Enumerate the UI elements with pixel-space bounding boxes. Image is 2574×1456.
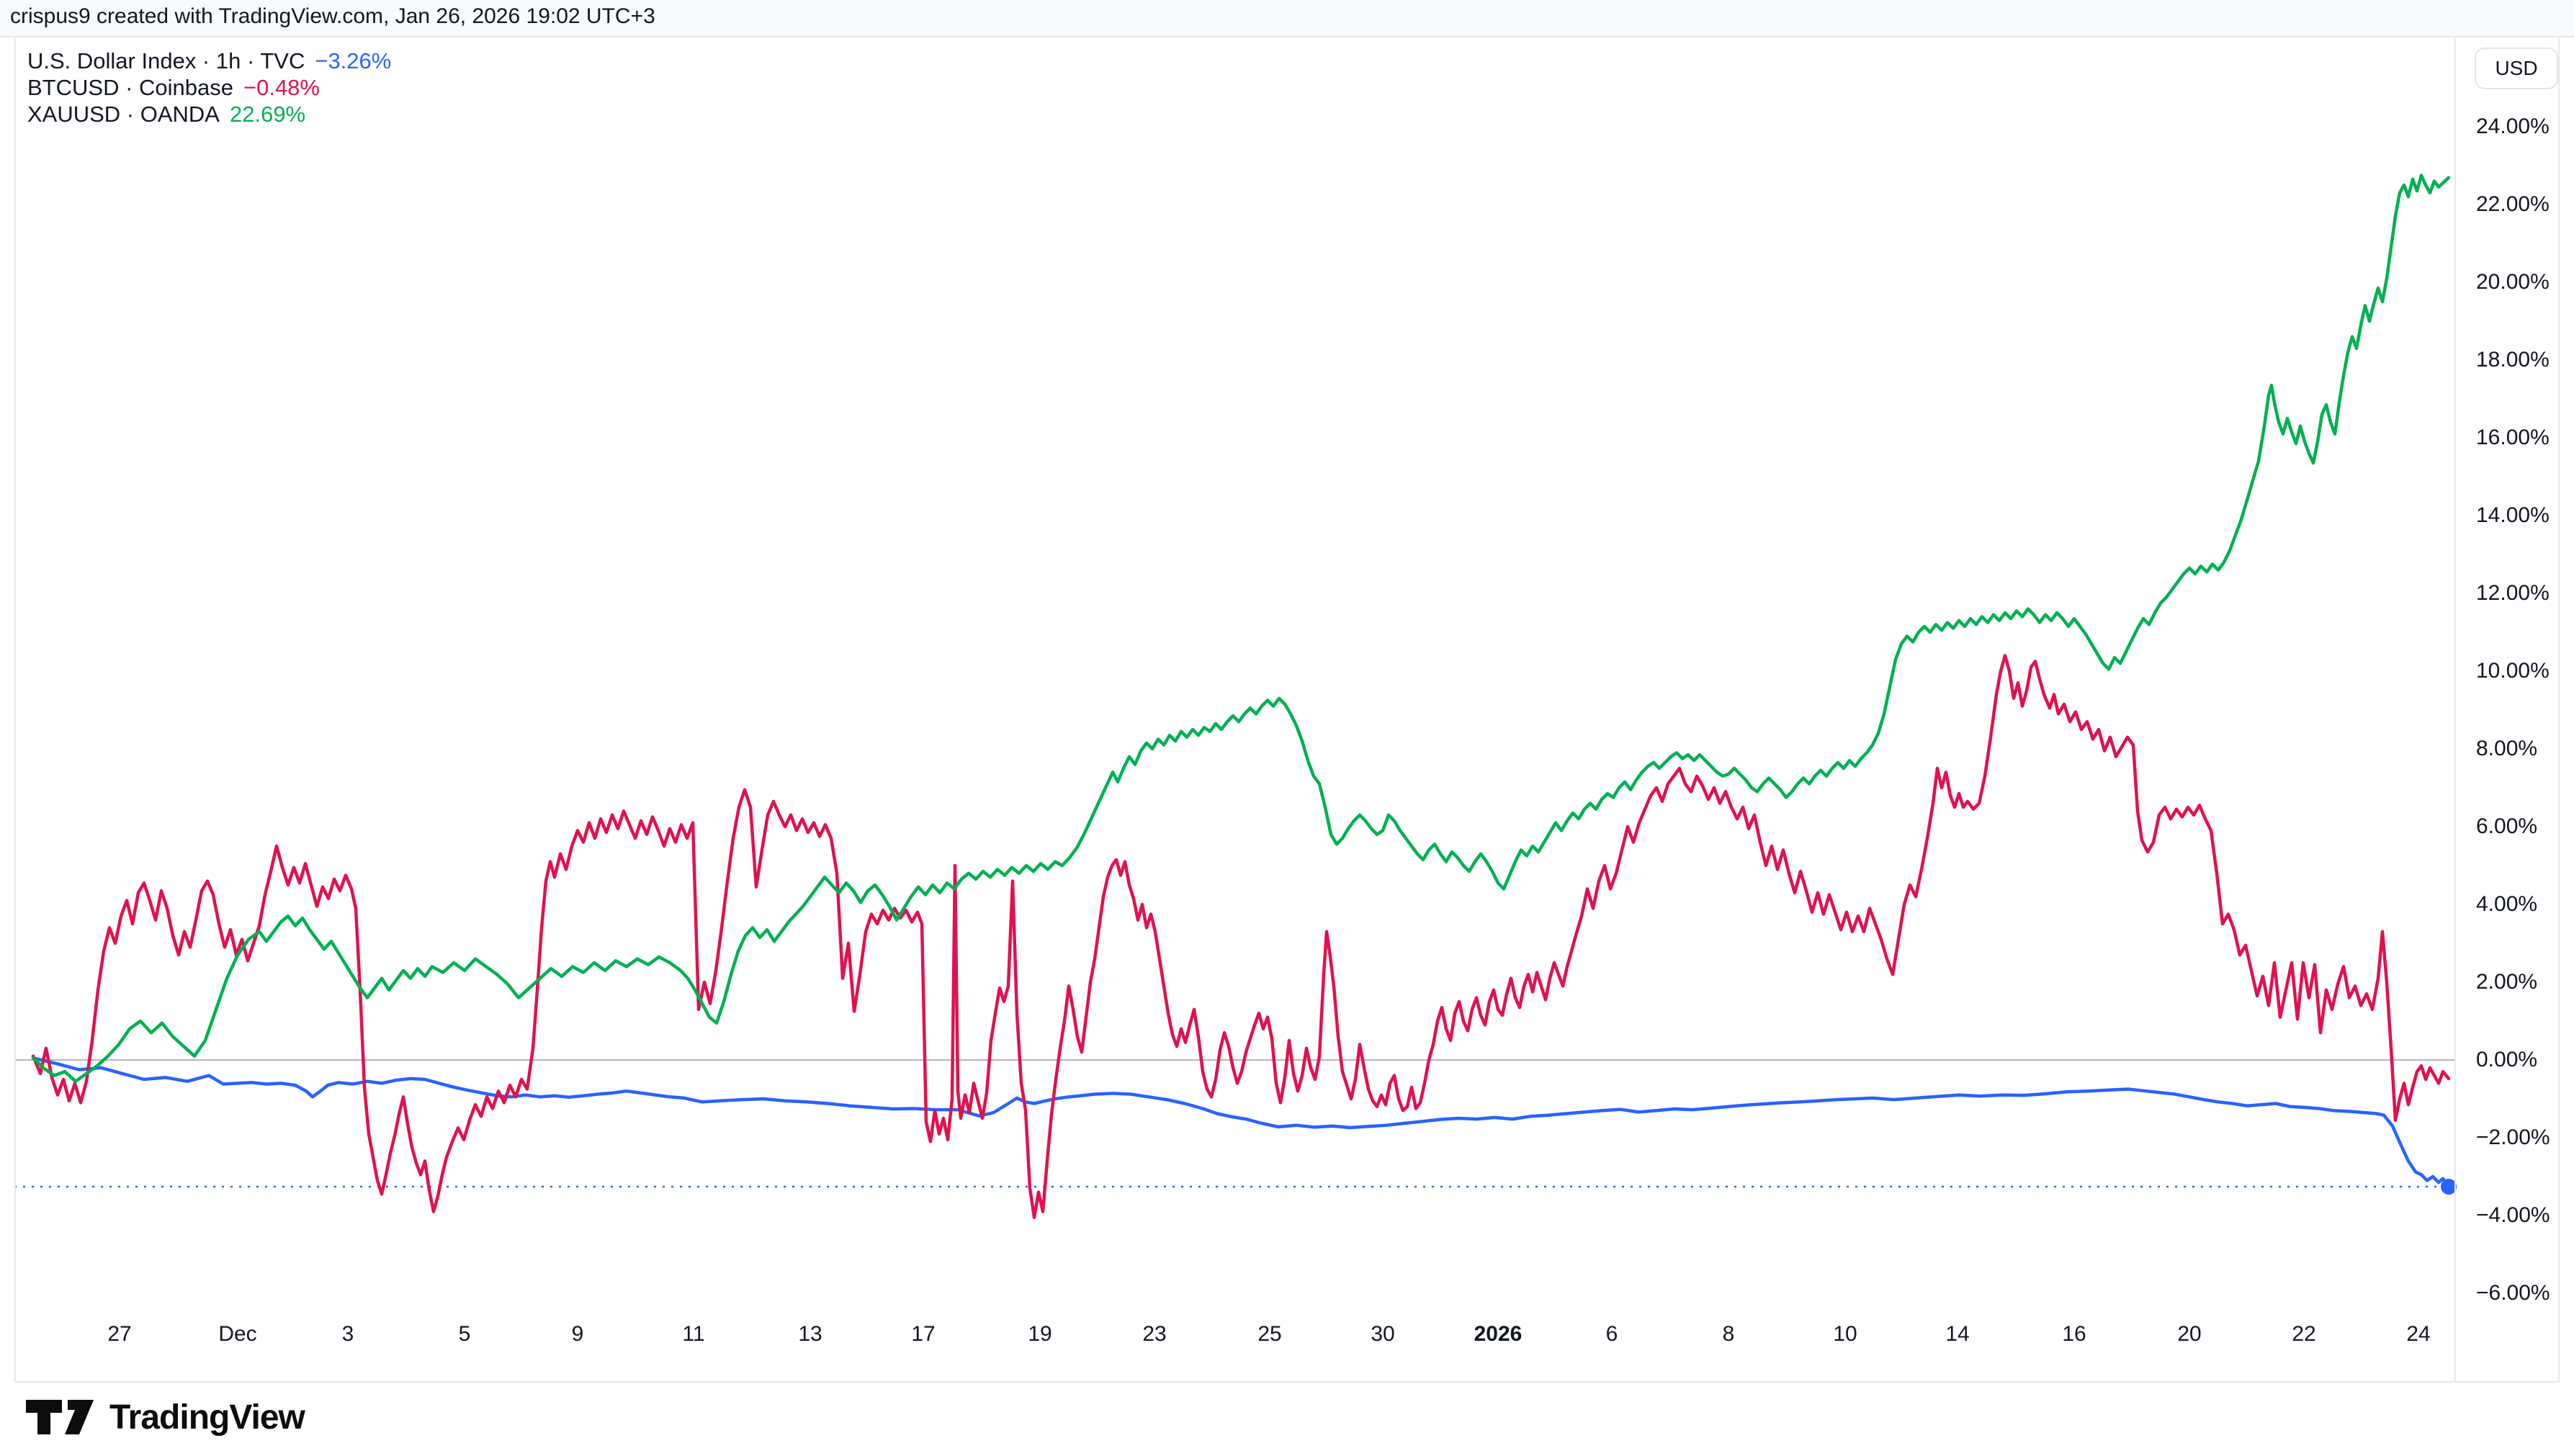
time-scale-label: 27 <box>107 1322 132 1346</box>
time-scale-label: 14 <box>1945 1322 1970 1346</box>
legend-item-xauusd[interactable]: XAUUSD · OANDA 22.69% <box>27 101 391 127</box>
legend-label: U.S. Dollar Index · 1h · TVC <box>27 48 305 73</box>
price-scale-label: 24.00% <box>2476 114 2550 138</box>
price-scale-label: 20.00% <box>2476 270 2550 294</box>
xauusd-series-line[interactable] <box>31 174 2451 1083</box>
time-scale-label: 24 <box>2406 1322 2431 1346</box>
legend-label: BTCUSD · Coinbase <box>27 75 233 100</box>
price-scale[interactable]: USD 24.00% 22.00% 20.00% 18.00% 16.00% 14.00%… <box>2456 37 2574 1383</box>
price-scale-label: 6.00% <box>2476 814 2538 838</box>
frame-bottom-border <box>14 1381 2560 1383</box>
price-scale-label: 10.00% <box>2476 659 2550 683</box>
frame-left-border <box>14 37 16 1383</box>
tradingview-logo-icon <box>26 1400 94 1434</box>
time-scale-label: 30 <box>1371 1322 1395 1346</box>
time-scale-label: 22 <box>2292 1322 2316 1346</box>
time-scale-label: 5 <box>458 1322 471 1346</box>
price-scale-label: −4.00% <box>2476 1203 2550 1227</box>
price-scale-label: 4.00% <box>2476 892 2538 916</box>
usd-last-price-dot <box>2441 1179 2457 1195</box>
time-scale-label: 20 <box>2177 1322 2202 1346</box>
legend-value: −3.26% <box>315 48 392 73</box>
usd-index-series-line[interactable] <box>31 1056 2451 1189</box>
time-scale-label: 25 <box>1257 1322 1282 1346</box>
time-scale-label: 16 <box>2062 1322 2086 1346</box>
time-scale-label: 17 <box>911 1322 936 1346</box>
time-scale-label: Dec <box>218 1322 257 1346</box>
tradingview-logo-text: TradingView <box>109 1398 305 1437</box>
attribution-text: crispus9 created with TradingView.com, J… <box>10 4 655 28</box>
price-scale-label: 22.00% <box>2476 192 2550 216</box>
price-scale-label: 18.00% <box>2476 348 2550 372</box>
price-scale-label: 8.00% <box>2476 737 2538 760</box>
price-scale-label: 2.00% <box>2476 970 2538 994</box>
price-scale-label: −2.00% <box>2476 1125 2550 1149</box>
legend-item-usd-index[interactable]: U.S. Dollar Index · 1h · TVC −3.26% <box>27 48 391 74</box>
frame-right-border <box>2558 37 2560 1383</box>
price-scale-label: 12.00% <box>2476 581 2550 605</box>
price-scale-label: 14.00% <box>2476 503 2550 527</box>
legend-value: −0.48% <box>243 75 320 100</box>
time-scale-label: 13 <box>798 1322 822 1346</box>
price-scale-label: −6.00% <box>2476 1281 2550 1305</box>
legend-value: 22.69% <box>229 102 306 127</box>
time-scale-label: 8 <box>1722 1322 1735 1346</box>
time-scale-label: 3 <box>341 1322 354 1346</box>
legend-label: XAUUSD · OANDA <box>27 102 220 127</box>
btcusd-series-line[interactable] <box>31 654 2451 1219</box>
tradingview-logo[interactable]: TradingView <box>24 1394 305 1440</box>
currency-toggle-button[interactable]: USD <box>2475 48 2558 89</box>
legend: U.S. Dollar Index · 1h · TVC −3.26% BTCUS… <box>27 48 391 127</box>
price-scale-label: 16.00% <box>2476 426 2550 449</box>
price-scale-label: 0.00% <box>2476 1048 2538 1071</box>
header-strip: crispus9 created with TradingView.com, J… <box>0 0 2574 37</box>
time-scale-label: 11 <box>682 1322 705 1346</box>
time-scale-label: 19 <box>1028 1322 1052 1346</box>
time-scale[interactable]: 27 Dec 3 5 9 11 13 17 19 23 25 30 2026 6 8 10 14 16 20 22 24 <box>14 1322 2454 1362</box>
time-scale-label: 6 <box>1605 1322 1618 1346</box>
legend-item-btcusd[interactable]: BTCUSD · Coinbase −0.48% <box>27 74 391 101</box>
price-scale-separator <box>2454 37 2456 1383</box>
time-scale-label: 2026 <box>1474 1322 1523 1346</box>
time-scale-label: 23 <box>1142 1322 1167 1346</box>
time-scale-label: 10 <box>1833 1322 1857 1346</box>
time-scale-label: 9 <box>571 1322 584 1346</box>
